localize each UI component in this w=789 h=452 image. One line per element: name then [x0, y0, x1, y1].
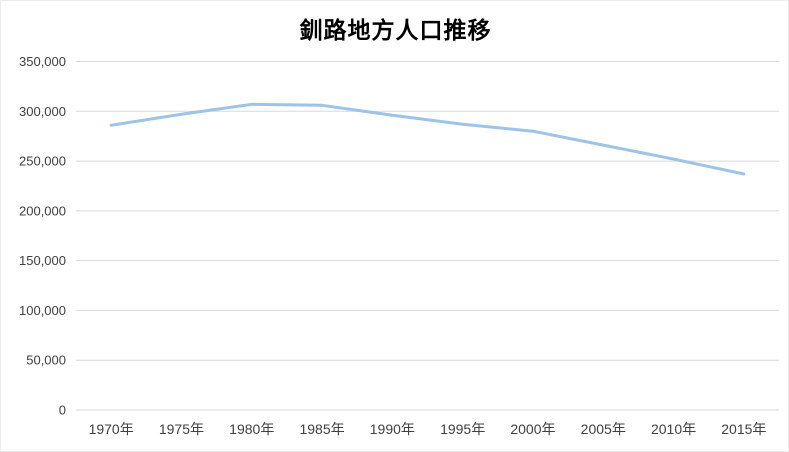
y-axis-tick-label: 0 — [59, 403, 66, 418]
x-axis-tick-label: 1975年 — [159, 421, 204, 437]
y-axis-tick-label: 50,000 — [26, 353, 66, 368]
y-axis-tick-label: 300,000 — [19, 104, 66, 119]
x-axis-tick-label: 1970年 — [89, 421, 134, 437]
y-axis-tick-label: 350,000 — [19, 54, 66, 69]
y-axis-tick-label: 200,000 — [19, 203, 66, 218]
x-axis-tick-label: 1985年 — [299, 421, 344, 437]
x-axis-tick-label: 1995年 — [440, 421, 485, 437]
x-axis-tick-label: 2005年 — [581, 421, 626, 437]
y-axis-tick-label: 150,000 — [19, 253, 66, 268]
x-axis-tick-label: 2010年 — [651, 421, 696, 437]
chart-title: 釧路地方人口推移 — [299, 17, 492, 43]
x-axis-tick-label: 1980年 — [229, 421, 274, 437]
x-axis-tick-label: 2015年 — [721, 421, 766, 437]
x-axis-tick-label: 1990年 — [370, 421, 415, 437]
population-series-line — [109, 102, 746, 176]
x-axis-tick-label: 2000年 — [510, 421, 555, 437]
y-axis-tick-label: 250,000 — [19, 154, 66, 169]
y-axis-tick-label: 100,000 — [19, 303, 66, 318]
